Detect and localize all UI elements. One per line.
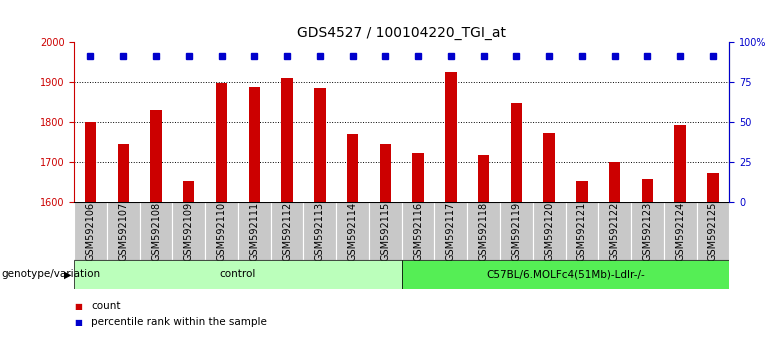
Bar	[238, 202, 271, 260]
Text: GSM592121: GSM592121	[577, 201, 587, 261]
Bar	[216, 84, 227, 202]
Bar	[74, 202, 107, 260]
Bar	[85, 122, 96, 202]
Bar	[118, 144, 129, 202]
Bar	[74, 260, 402, 289]
Bar	[402, 260, 729, 289]
Text: GSM592119: GSM592119	[512, 201, 521, 261]
Bar	[467, 202, 500, 260]
Text: GSM592106: GSM592106	[86, 201, 95, 261]
Text: GSM592116: GSM592116	[413, 201, 423, 261]
Text: control: control	[220, 269, 256, 279]
Text: GSM592110: GSM592110	[217, 201, 226, 261]
Bar	[598, 202, 631, 260]
Text: GSM592109: GSM592109	[184, 201, 193, 261]
Bar	[533, 202, 566, 260]
Bar	[303, 202, 336, 260]
Bar	[434, 202, 467, 260]
Bar	[282, 78, 292, 202]
Text: GSM592123: GSM592123	[643, 201, 652, 261]
Text: ■: ■	[74, 318, 82, 327]
Text: percentile rank within the sample: percentile rank within the sample	[91, 317, 267, 327]
Text: GSM592114: GSM592114	[348, 201, 357, 261]
Bar	[697, 202, 729, 260]
Text: GSM592120: GSM592120	[544, 201, 554, 261]
Bar	[347, 134, 358, 202]
Bar	[380, 144, 391, 202]
Text: genotype/variation: genotype/variation	[2, 269, 101, 279]
Text: GSM592117: GSM592117	[446, 201, 456, 261]
Text: GSM592108: GSM592108	[151, 201, 161, 261]
Bar	[544, 133, 555, 202]
Bar	[107, 202, 140, 260]
Text: GSM592124: GSM592124	[675, 201, 685, 261]
Bar	[631, 202, 664, 260]
Bar	[511, 103, 522, 202]
Bar	[675, 125, 686, 202]
Bar	[205, 202, 238, 260]
Text: C57BL/6.MOLFc4(51Mb)-Ldlr-/-: C57BL/6.MOLFc4(51Mb)-Ldlr-/-	[486, 269, 645, 279]
Bar	[664, 202, 697, 260]
Bar	[172, 202, 205, 260]
Text: GSM592122: GSM592122	[610, 201, 619, 261]
Bar	[500, 202, 533, 260]
Text: ▶: ▶	[64, 269, 72, 279]
Text: GSM592107: GSM592107	[119, 201, 128, 261]
Text: GSM592113: GSM592113	[315, 201, 324, 261]
Bar	[576, 181, 587, 202]
Bar	[151, 110, 161, 202]
Bar	[642, 179, 653, 202]
Bar	[183, 181, 194, 202]
Text: ■: ■	[74, 302, 82, 311]
Text: GSM592125: GSM592125	[708, 201, 718, 261]
Bar	[445, 72, 456, 202]
Bar	[271, 202, 303, 260]
Bar	[707, 173, 718, 202]
Text: count: count	[91, 301, 121, 311]
Bar	[402, 202, 434, 260]
Title: GDS4527 / 100104220_TGI_at: GDS4527 / 100104220_TGI_at	[297, 26, 506, 40]
Bar	[336, 202, 369, 260]
Bar	[369, 202, 402, 260]
Text: GSM592111: GSM592111	[250, 201, 259, 261]
Text: GSM592112: GSM592112	[282, 201, 292, 261]
Text: GSM592115: GSM592115	[381, 201, 390, 261]
Bar	[566, 202, 598, 260]
Bar	[413, 153, 424, 202]
Bar	[140, 202, 172, 260]
Bar	[314, 88, 325, 202]
Text: GSM592118: GSM592118	[479, 201, 488, 261]
Bar	[249, 87, 260, 202]
Bar	[478, 155, 489, 202]
Bar	[609, 162, 620, 202]
